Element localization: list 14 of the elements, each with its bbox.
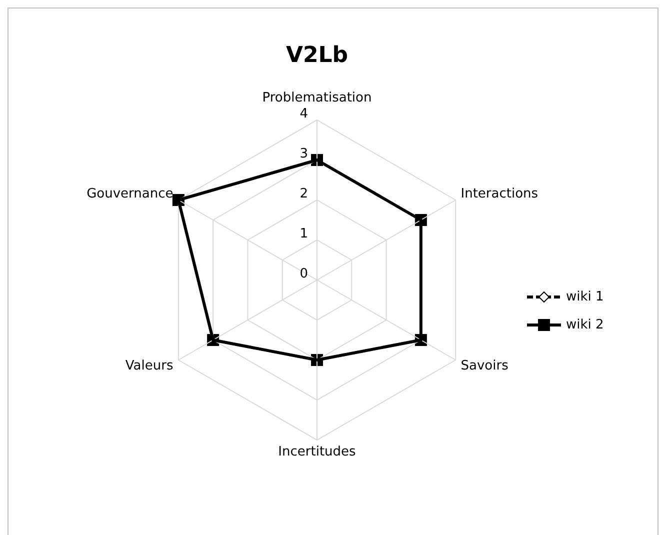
- legend-label: wiki 2: [566, 318, 604, 333]
- spoke-label: Incertitudes: [278, 444, 356, 460]
- spoke-label: Gouvernance: [86, 186, 174, 202]
- y-tick-label: 3: [300, 146, 308, 162]
- spoke-label: Problematisation: [262, 90, 372, 106]
- y-tick-label: 0: [300, 266, 308, 282]
- y-tick-label: 2: [300, 186, 308, 202]
- y-tick-label: 4: [300, 106, 308, 122]
- legend-label: wiki 1: [566, 290, 604, 305]
- y-tick-label: 1: [300, 226, 308, 242]
- spoke-label: Valeurs: [125, 358, 174, 374]
- chart-title: V2Lb: [286, 43, 348, 68]
- spoke-label: Savoirs: [460, 358, 509, 374]
- spoke-label: Interactions: [460, 186, 538, 202]
